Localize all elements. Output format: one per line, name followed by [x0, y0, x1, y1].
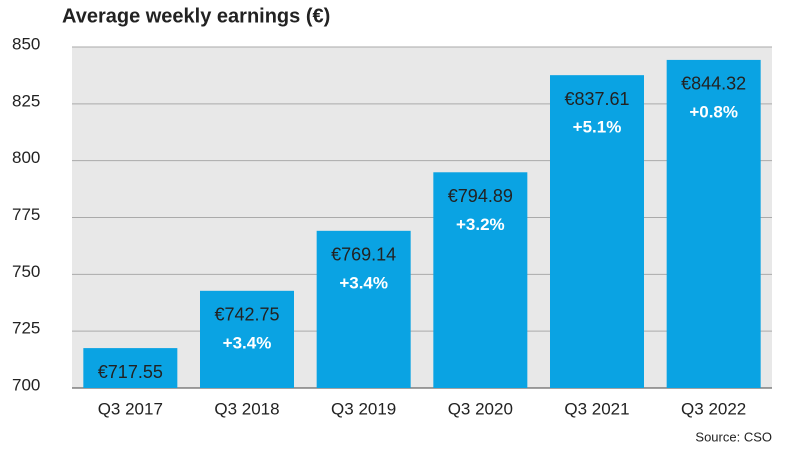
y-tick-label: 775 [12, 205, 40, 224]
value-label: €844.32 [681, 74, 746, 94]
x-tick-label: Q3 2022 [681, 399, 746, 418]
bar [666, 59, 761, 388]
value-label: €837.61 [564, 89, 629, 109]
growth-label: +0.8% [689, 102, 738, 121]
y-tick-label: 750 [12, 262, 40, 281]
y-tick-label: 700 [12, 375, 40, 394]
x-tick-label: Q3 2019 [331, 399, 396, 418]
bar [83, 348, 178, 388]
source: Source: CSO [695, 429, 772, 444]
bar [316, 230, 411, 388]
y-tick-label: 725 [12, 319, 40, 338]
x-tick-label: Q3 2020 [448, 399, 513, 418]
chart-title: Average weekly earnings (€) [62, 5, 330, 27]
bar [550, 75, 644, 389]
bar [433, 172, 528, 388]
y-tick-label: 800 [12, 148, 40, 167]
x-tick-label: Q3 2021 [564, 399, 629, 418]
value-label: €769.14 [331, 245, 396, 265]
x-tick-label: Q3 2017 [98, 399, 163, 418]
y-tick-label: 850 [12, 34, 40, 53]
bar [200, 290, 294, 388]
value-label: €794.89 [448, 186, 513, 206]
growth-label: +3.4% [223, 333, 272, 352]
growth-label: +5.1% [573, 118, 622, 137]
value-label: €742.75 [214, 305, 279, 325]
growth-label: +3.4% [339, 273, 388, 292]
x-tick-label: Q3 2018 [214, 399, 279, 418]
growth-label: +3.2% [456, 215, 505, 234]
value-label: €717.55 [98, 362, 163, 382]
y-tick-label: 825 [12, 91, 40, 110]
